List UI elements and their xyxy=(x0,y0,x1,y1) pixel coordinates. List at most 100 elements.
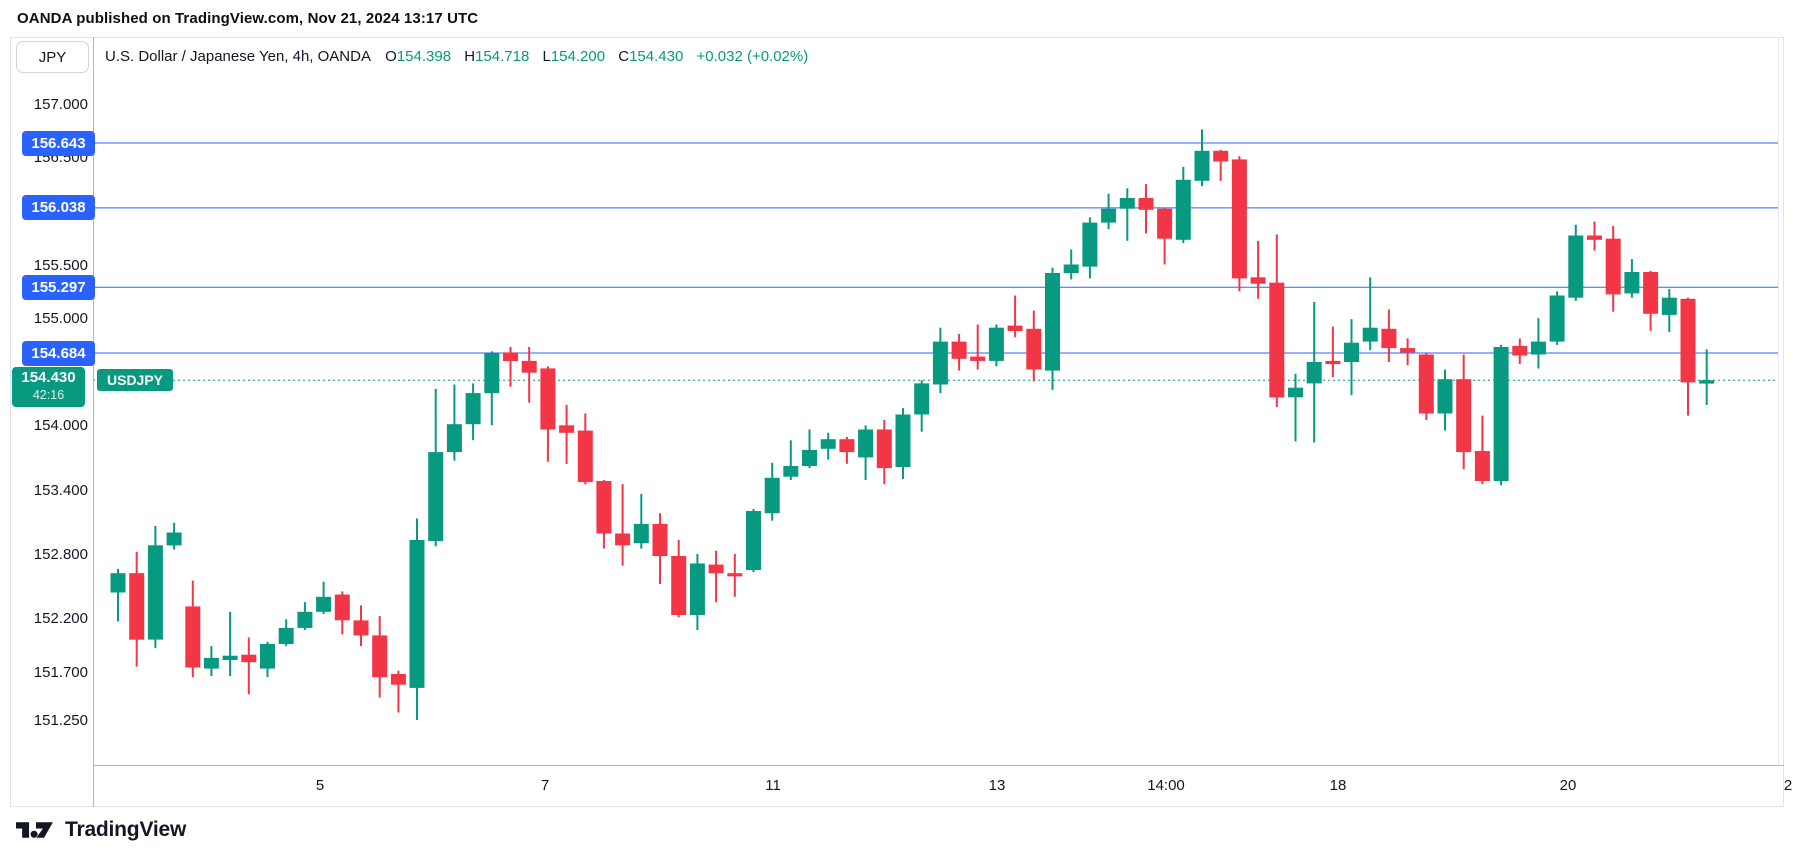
price-axis-label: 152.200 xyxy=(33,610,88,628)
candle-body xyxy=(1661,297,1677,315)
candle-body xyxy=(222,655,238,660)
tradingview-logo-text: TradingView xyxy=(65,818,187,841)
price-axis-label: 154.000 xyxy=(33,417,88,435)
price-axis-label: 153.400 xyxy=(33,481,88,499)
time-axis[interactable]: 5 7 11 13 14:00 18 20 2 xyxy=(93,766,1792,806)
candle-body xyxy=(1063,264,1079,274)
candle-wick xyxy=(229,611,232,677)
candle-wick xyxy=(1705,349,1708,405)
candle-body xyxy=(1530,341,1546,355)
candle-wick xyxy=(565,404,568,464)
candle-wick xyxy=(247,637,250,695)
time-axis-label: 7 xyxy=(540,777,550,794)
candle-wick xyxy=(715,550,718,603)
candle-body xyxy=(1119,198,1135,209)
price-change: +0.032 (+0.02%) xyxy=(696,48,809,65)
candle-body xyxy=(503,352,518,361)
candle-body xyxy=(203,657,219,669)
candle-wick xyxy=(1294,373,1297,442)
candle-body xyxy=(1549,295,1565,342)
candle-wick xyxy=(789,440,792,480)
candle-body xyxy=(708,564,724,574)
candle-body xyxy=(1605,238,1621,295)
candle-body xyxy=(652,523,668,557)
candle-wick xyxy=(976,324,979,370)
candle-body xyxy=(1194,150,1210,181)
candle-body xyxy=(241,654,257,663)
price-level-badge[interactable]: 154.684 xyxy=(22,340,95,366)
candle-body xyxy=(876,429,892,469)
tradingview-watermark[interactable]: TradingView xyxy=(16,818,186,842)
time-axis-label: 13 xyxy=(988,777,1006,794)
candle-body xyxy=(1568,235,1584,298)
candle-body xyxy=(316,596,332,612)
candle-body xyxy=(932,341,948,385)
candle-body xyxy=(596,481,612,534)
candle-wick xyxy=(509,347,512,387)
candle-body xyxy=(895,414,911,467)
candle-wick xyxy=(397,670,400,713)
symbol-price-tag: USDJPY xyxy=(97,369,174,392)
price-level-badge[interactable]: 156.038 xyxy=(22,195,95,221)
candle-body xyxy=(1007,325,1023,331)
candle-body xyxy=(1306,362,1322,384)
time-axis-label: 18 xyxy=(1329,777,1347,794)
candle-wick xyxy=(1219,149,1222,181)
candle-body xyxy=(1288,387,1303,398)
candle-body xyxy=(428,452,444,542)
price-axis-border xyxy=(93,37,94,807)
candle-body xyxy=(1344,342,1359,362)
candle-body xyxy=(1045,273,1060,371)
candle-body xyxy=(129,573,145,640)
candle-body xyxy=(802,449,817,466)
price-axis-label: 155.500 xyxy=(33,256,88,274)
symbol-title: U.S. Dollar / Japanese Yen, 4h, OANDA xyxy=(105,48,371,65)
candle-body xyxy=(1362,327,1378,342)
candle-body xyxy=(1418,354,1434,414)
publish-headline: OANDA published on TradingView.com, Nov … xyxy=(17,10,479,27)
candle-body xyxy=(521,360,537,373)
candle-body xyxy=(559,425,575,433)
candle-body xyxy=(1175,179,1191,240)
price-axis-label: 151.250 xyxy=(33,712,88,730)
candle-body xyxy=(1381,328,1397,349)
candle-body xyxy=(633,523,649,544)
candle-body xyxy=(839,439,855,453)
candle-wick xyxy=(1257,240,1260,299)
candle-body xyxy=(147,545,163,640)
candle-body xyxy=(951,341,967,359)
candle-body xyxy=(110,573,126,593)
candle-wick xyxy=(808,429,811,469)
price-level-badge[interactable]: 156.643 xyxy=(22,130,95,156)
time-axis-border xyxy=(93,765,1784,766)
candle-body xyxy=(1512,345,1528,356)
candle-wick xyxy=(640,493,643,549)
candle-wick xyxy=(528,347,531,403)
price-axis-label: 152.800 xyxy=(33,545,88,563)
candle-body xyxy=(820,439,836,449)
price-axis-label: 155.000 xyxy=(33,310,88,328)
price-axis[interactable]: 157.000 156.500 155.500 155.000 154.000 153.4… xyxy=(10,37,95,765)
time-axis-label: 2 xyxy=(1783,777,1793,794)
time-axis-label: 20 xyxy=(1559,777,1577,794)
price-level-badge[interactable]: 155.297 xyxy=(22,274,95,300)
candle-wick xyxy=(117,568,119,622)
symbol-search-button[interactable]: JPY xyxy=(16,41,89,73)
candle-body xyxy=(540,368,556,430)
tradingview-logo-icon xyxy=(16,822,53,838)
ohlc-open: O154.398 xyxy=(385,48,452,65)
candle-body xyxy=(1456,379,1472,453)
candle-body xyxy=(390,674,406,685)
candle-body xyxy=(1493,347,1509,481)
candle-body xyxy=(297,611,313,628)
candle-body xyxy=(1026,328,1042,370)
candle-body xyxy=(446,424,462,453)
candle-body xyxy=(1082,222,1098,267)
candle-body xyxy=(1699,380,1715,384)
candlestick-plot[interactable] xyxy=(93,37,1778,765)
candle-body xyxy=(615,533,631,546)
candle-body xyxy=(278,627,294,644)
candle-body xyxy=(484,353,500,394)
chart-legend[interactable]: U.S. Dollar / Japanese Yen, 4h, OANDA O1… xyxy=(105,48,808,65)
